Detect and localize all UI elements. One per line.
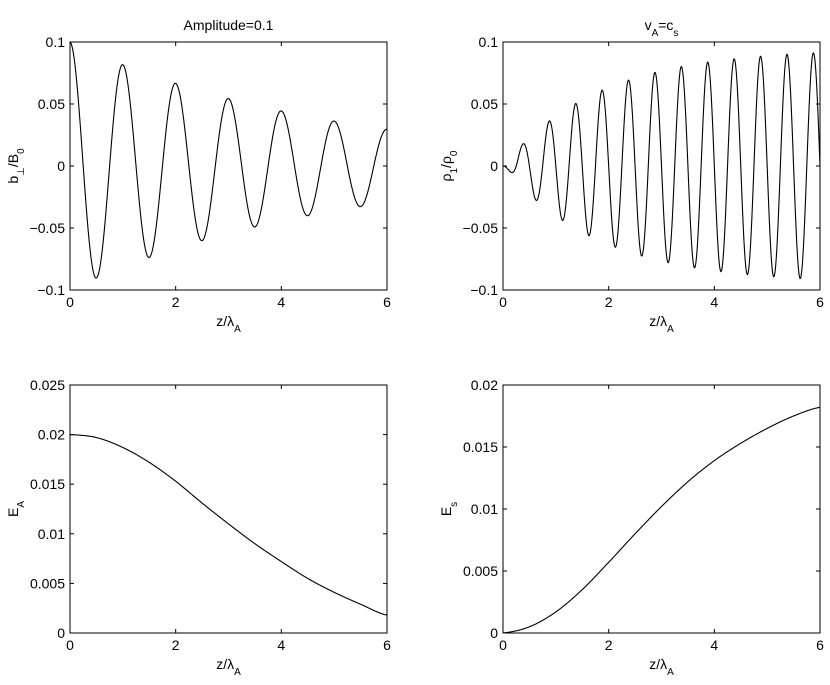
y-tick-label: 0.015 (30, 476, 65, 492)
y-tick-label: 0.01 (471, 501, 498, 517)
y-tick-label: 0.005 (463, 563, 498, 579)
y-tick-label: −0.1 (470, 282, 498, 298)
y-tick-label: 0.02 (38, 427, 65, 443)
y-tick-label: 0.05 (38, 96, 65, 112)
x-axis-label: z/λA (649, 313, 674, 335)
y-tick-label: 0.1 (46, 34, 66, 50)
y-tick-label: 0.015 (463, 439, 498, 455)
chart-title: Amplitude=0.1 (184, 17, 274, 33)
x-tick-label: 6 (816, 294, 824, 310)
x-tick-label: 2 (605, 294, 613, 310)
y-tick-label: 0.025 (30, 377, 65, 393)
x-tick-label: 0 (499, 637, 507, 653)
x-tick-label: 2 (605, 637, 613, 653)
series-line (69, 434, 388, 616)
x-axis-label: z/λA (216, 656, 241, 678)
y-axis-label: ρ1/ρ0 (438, 150, 460, 181)
x-tick-label: 4 (277, 637, 285, 653)
series-line (69, 41, 388, 279)
x-tick-label: 6 (383, 294, 391, 310)
y-tick-label: −0.1 (37, 282, 65, 298)
x-tick-label: 0 (499, 294, 507, 310)
y-tick-label: 0 (57, 158, 65, 174)
series-line (502, 406, 821, 634)
y-axis-label: EA (5, 501, 27, 517)
x-tick-label: 0 (66, 294, 74, 310)
x-axis-label: z/λA (216, 313, 241, 335)
y-tick-label: 0 (57, 625, 65, 641)
plot-frame (502, 384, 821, 634)
y-axis-label: b⊥/B0 (5, 148, 27, 184)
plot-frame (69, 384, 388, 634)
x-tick-label: 4 (710, 294, 718, 310)
chart-panel-2: 0 2 4 6 −0.1 −0.05 0 0.05 0.1 vA=cs z/λA ρ1/ρ0 (438, 17, 824, 335)
x-tick-label: 6 (383, 637, 391, 653)
y-tick-label: 0.1 (479, 34, 499, 50)
x-tick-label: 2 (172, 294, 180, 310)
y-axis-label: Es (438, 502, 460, 516)
x-tick-label: 4 (710, 637, 718, 653)
y-tick-label: 0 (490, 158, 498, 174)
chart-title: vA=cs (645, 17, 679, 39)
chart-panel-1: 0 2 4 6 −0.1 −0.05 0 0.05 0.1 Amplitude=0.1 z/λA b⊥… (5, 17, 391, 335)
series-line (502, 52, 821, 280)
x-tick-label: 4 (277, 294, 285, 310)
y-tick-label: −0.05 (463, 220, 499, 236)
x-tick-label: 2 (172, 637, 180, 653)
y-tick-label: 0.01 (38, 526, 65, 542)
y-tick-label: 0.005 (30, 575, 65, 591)
y-tick-label: 0.05 (471, 96, 498, 112)
y-tick-label: 0.02 (471, 377, 498, 393)
chart-panel-4: 0 2 4 6 0 0.005 0.01 0.015 0.02 z/λA Es (438, 377, 824, 678)
chart-panel-3: 0 2 4 6 0 0.005 0.01 0.015 0.02 0.025 z/λA EA (5, 377, 391, 678)
x-axis-label: z/λA (649, 656, 674, 678)
x-tick-label: 0 (66, 637, 74, 653)
y-tick-label: −0.05 (30, 220, 66, 236)
x-tick-label: 6 (816, 637, 824, 653)
y-tick-label: 0 (490, 625, 498, 641)
